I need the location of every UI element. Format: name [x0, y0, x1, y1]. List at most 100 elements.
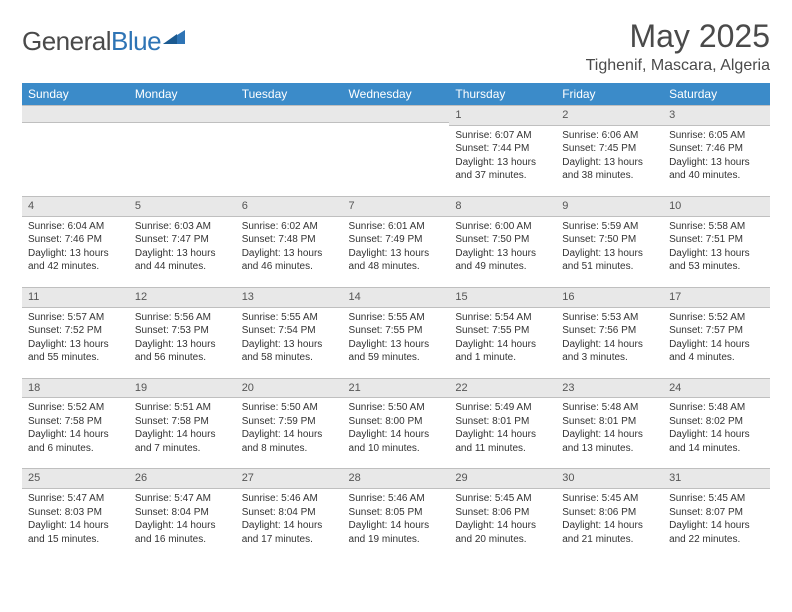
calendar-cell: 24Sunrise: 5:48 AMSunset: 8:02 PMDayligh… — [663, 378, 770, 469]
empty-day-header — [343, 105, 450, 123]
sunrise-text: Sunrise: 5:53 AM — [562, 311, 657, 325]
day-body: Sunrise: 5:51 AMSunset: 7:58 PMDaylight:… — [129, 398, 236, 468]
day-number: 3 — [663, 105, 770, 126]
daylight-text: Daylight: 13 hours and 44 minutes. — [135, 247, 230, 274]
day-number: 18 — [22, 378, 129, 399]
calendar-cell: 23Sunrise: 5:48 AMSunset: 8:01 PMDayligh… — [556, 378, 663, 469]
day-body: Sunrise: 5:45 AMSunset: 8:06 PMDaylight:… — [556, 489, 663, 559]
month-title: May 2025 — [586, 18, 770, 55]
daylight-text: Daylight: 14 hours and 17 minutes. — [242, 519, 337, 546]
sunset-text: Sunset: 7:51 PM — [669, 233, 764, 247]
daylight-text: Daylight: 14 hours and 13 minutes. — [562, 428, 657, 455]
day-body: Sunrise: 5:54 AMSunset: 7:55 PMDaylight:… — [449, 308, 556, 378]
sunset-text: Sunset: 7:45 PM — [562, 142, 657, 156]
day-body: Sunrise: 6:03 AMSunset: 7:47 PMDaylight:… — [129, 217, 236, 287]
weekday-header: Friday — [556, 83, 663, 105]
calendar-page: GeneralBlue May 2025 Tighenif, Mascara, … — [0, 0, 792, 569]
calendar-cell: 3Sunrise: 6:05 AMSunset: 7:46 PMDaylight… — [663, 105, 770, 196]
day-number: 11 — [22, 287, 129, 308]
day-number: 15 — [449, 287, 556, 308]
calendar-cell: 15Sunrise: 5:54 AMSunset: 7:55 PMDayligh… — [449, 287, 556, 378]
calendar-cell: 16Sunrise: 5:53 AMSunset: 7:56 PMDayligh… — [556, 287, 663, 378]
day-number: 13 — [236, 287, 343, 308]
sunrise-text: Sunrise: 6:02 AM — [242, 220, 337, 234]
brand-mark-icon — [163, 26, 189, 51]
calendar-cell: 10Sunrise: 5:58 AMSunset: 7:51 PMDayligh… — [663, 196, 770, 287]
day-number: 9 — [556, 196, 663, 217]
sunset-text: Sunset: 7:52 PM — [28, 324, 123, 338]
sunrise-text: Sunrise: 5:54 AM — [455, 311, 550, 325]
location-text: Tighenif, Mascara, Algeria — [586, 57, 770, 75]
day-number: 4 — [22, 196, 129, 217]
calendar-cell: 19Sunrise: 5:51 AMSunset: 7:58 PMDayligh… — [129, 378, 236, 469]
sunrise-text: Sunrise: 5:50 AM — [349, 401, 444, 415]
day-number: 22 — [449, 378, 556, 399]
page-header: GeneralBlue May 2025 Tighenif, Mascara, … — [22, 18, 770, 75]
day-number: 10 — [663, 196, 770, 217]
calendar-cell: 30Sunrise: 5:45 AMSunset: 8:06 PMDayligh… — [556, 468, 663, 559]
empty-day-header — [236, 105, 343, 123]
day-body: Sunrise: 5:45 AMSunset: 8:06 PMDaylight:… — [449, 489, 556, 559]
day-number: 12 — [129, 287, 236, 308]
day-body: Sunrise: 5:55 AMSunset: 7:54 PMDaylight:… — [236, 308, 343, 378]
day-body: Sunrise: 5:52 AMSunset: 7:57 PMDaylight:… — [663, 308, 770, 378]
day-number: 8 — [449, 196, 556, 217]
day-number: 20 — [236, 378, 343, 399]
calendar-cell: 1Sunrise: 6:07 AMSunset: 7:44 PMDaylight… — [449, 105, 556, 196]
day-body: Sunrise: 5:57 AMSunset: 7:52 PMDaylight:… — [22, 308, 129, 378]
sunrise-text: Sunrise: 5:55 AM — [242, 311, 337, 325]
calendar-cell: 13Sunrise: 5:55 AMSunset: 7:54 PMDayligh… — [236, 287, 343, 378]
calendar-cell — [22, 105, 129, 196]
daylight-text: Daylight: 13 hours and 46 minutes. — [242, 247, 337, 274]
day-body: Sunrise: 5:50 AMSunset: 7:59 PMDaylight:… — [236, 398, 343, 468]
daylight-text: Daylight: 13 hours and 53 minutes. — [669, 247, 764, 274]
sunrise-text: Sunrise: 5:59 AM — [562, 220, 657, 234]
daylight-text: Daylight: 13 hours and 51 minutes. — [562, 247, 657, 274]
calendar-cell: 9Sunrise: 5:59 AMSunset: 7:50 PMDaylight… — [556, 196, 663, 287]
day-body: Sunrise: 5:48 AMSunset: 8:01 PMDaylight:… — [556, 398, 663, 468]
sunrise-text: Sunrise: 5:52 AM — [28, 401, 123, 415]
sunset-text: Sunset: 7:48 PM — [242, 233, 337, 247]
empty-day-body — [343, 123, 450, 193]
sunset-text: Sunset: 8:06 PM — [455, 506, 550, 520]
sunset-text: Sunset: 7:46 PM — [669, 142, 764, 156]
daylight-text: Daylight: 13 hours and 49 minutes. — [455, 247, 550, 274]
sunrise-text: Sunrise: 5:46 AM — [349, 492, 444, 506]
calendar-cell — [236, 105, 343, 196]
sunset-text: Sunset: 8:03 PM — [28, 506, 123, 520]
day-number: 23 — [556, 378, 663, 399]
empty-day-header — [22, 105, 129, 123]
daylight-text: Daylight: 14 hours and 20 minutes. — [455, 519, 550, 546]
sunrise-text: Sunrise: 5:56 AM — [135, 311, 230, 325]
sunset-text: Sunset: 7:44 PM — [455, 142, 550, 156]
day-number: 26 — [129, 468, 236, 489]
sunset-text: Sunset: 7:55 PM — [455, 324, 550, 338]
calendar-cell: 31Sunrise: 5:45 AMSunset: 8:07 PMDayligh… — [663, 468, 770, 559]
calendar-cell: 17Sunrise: 5:52 AMSunset: 7:57 PMDayligh… — [663, 287, 770, 378]
day-body: Sunrise: 5:52 AMSunset: 7:58 PMDaylight:… — [22, 398, 129, 468]
sunrise-text: Sunrise: 5:57 AM — [28, 311, 123, 325]
calendar-cell: 5Sunrise: 6:03 AMSunset: 7:47 PMDaylight… — [129, 196, 236, 287]
sunrise-text: Sunrise: 6:01 AM — [349, 220, 444, 234]
daylight-text: Daylight: 13 hours and 58 minutes. — [242, 338, 337, 365]
day-body: Sunrise: 5:56 AMSunset: 7:53 PMDaylight:… — [129, 308, 236, 378]
calendar-cell: 18Sunrise: 5:52 AMSunset: 7:58 PMDayligh… — [22, 378, 129, 469]
day-number: 25 — [22, 468, 129, 489]
day-number: 5 — [129, 196, 236, 217]
brand-part2: Blue — [111, 26, 161, 57]
day-number: 6 — [236, 196, 343, 217]
daylight-text: Daylight: 14 hours and 19 minutes. — [349, 519, 444, 546]
calendar-cell: 26Sunrise: 5:47 AMSunset: 8:04 PMDayligh… — [129, 468, 236, 559]
calendar-cell: 12Sunrise: 5:56 AMSunset: 7:53 PMDayligh… — [129, 287, 236, 378]
calendar-week-row: 4Sunrise: 6:04 AMSunset: 7:46 PMDaylight… — [22, 196, 770, 287]
sunset-text: Sunset: 8:01 PM — [455, 415, 550, 429]
calendar-cell: 2Sunrise: 6:06 AMSunset: 7:45 PMDaylight… — [556, 105, 663, 196]
calendar-cell: 14Sunrise: 5:55 AMSunset: 7:55 PMDayligh… — [343, 287, 450, 378]
daylight-text: Daylight: 14 hours and 7 minutes. — [135, 428, 230, 455]
empty-day-body — [129, 123, 236, 193]
sunset-text: Sunset: 8:07 PM — [669, 506, 764, 520]
weekday-header: Wednesday — [343, 83, 450, 105]
day-body: Sunrise: 5:55 AMSunset: 7:55 PMDaylight:… — [343, 308, 450, 378]
day-body: Sunrise: 5:49 AMSunset: 8:01 PMDaylight:… — [449, 398, 556, 468]
calendar-cell: 28Sunrise: 5:46 AMSunset: 8:05 PMDayligh… — [343, 468, 450, 559]
